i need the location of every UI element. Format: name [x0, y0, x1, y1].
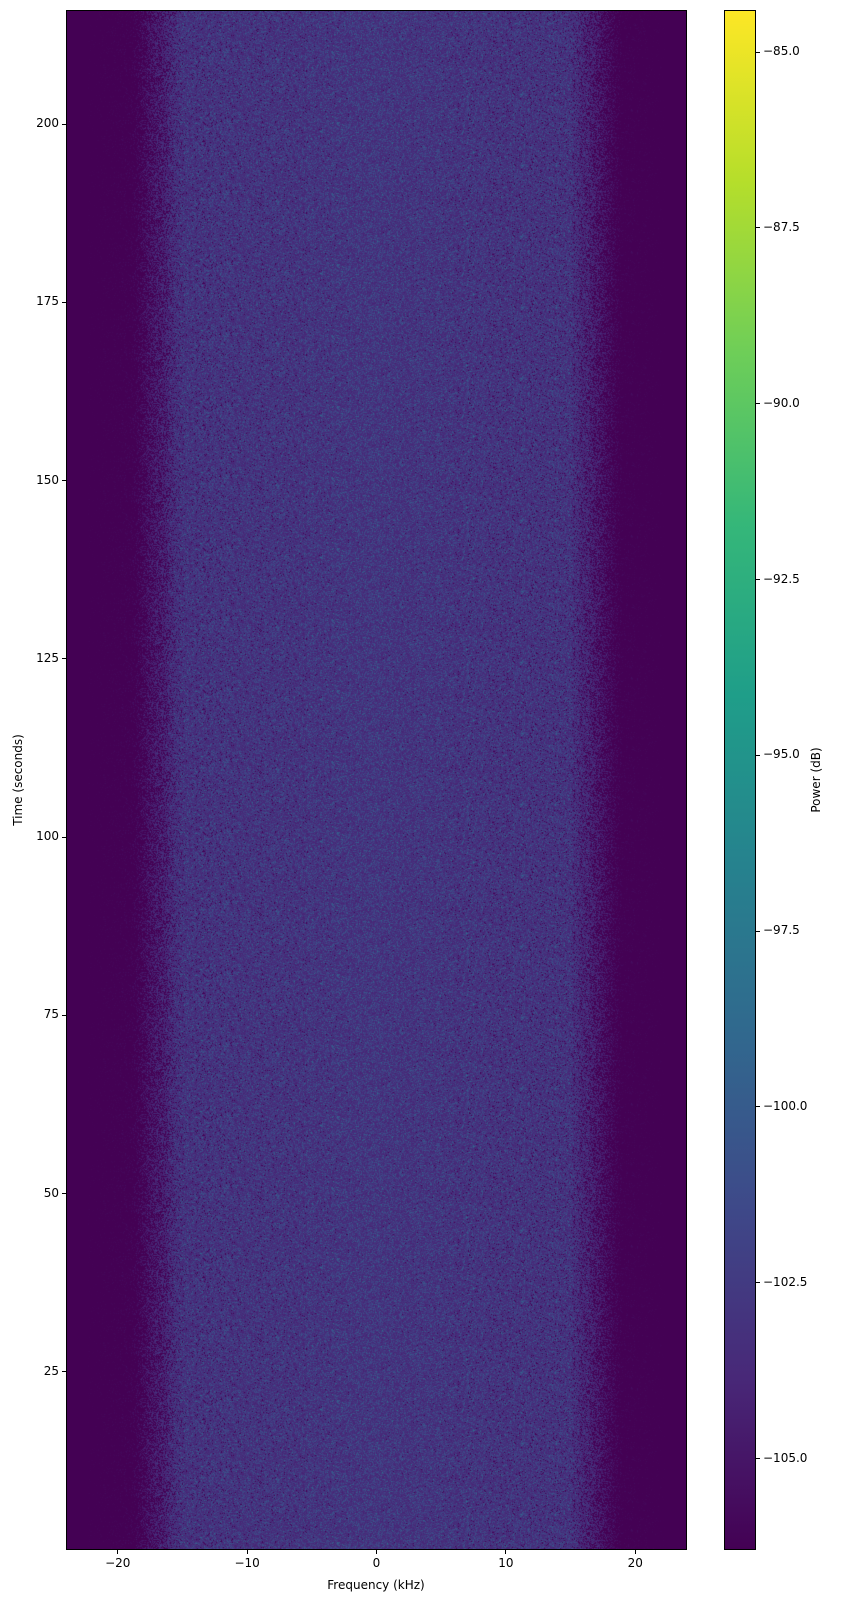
colorbar-tick [756, 1458, 760, 1460]
y-tick-label: 50 [43, 1185, 59, 1200]
spectrogram-heatmap [66, 10, 687, 1550]
y-tick-label: 100 [36, 829, 59, 844]
colorbar-tick [756, 579, 760, 581]
plot-frame [66, 10, 687, 1550]
colorbar-tick-label: −92.5 [763, 571, 800, 586]
colorbar-tick [756, 51, 760, 53]
y-tick [62, 1371, 66, 1373]
y-tick-label: 125 [36, 650, 59, 665]
x-tick-label: 10 [498, 1556, 514, 1570]
x-tick-label: 20 [627, 1556, 643, 1570]
x-tick-label: −20 [105, 1556, 131, 1570]
y-tick-label: 175 [36, 294, 59, 309]
colorbar-label: Power (dB) [809, 747, 823, 813]
colorbar-tick [756, 930, 760, 932]
colorbar-tick [756, 754, 760, 756]
colorbar-tick [756, 227, 760, 229]
x-tick-label: 0 [372, 1556, 381, 1570]
colorbar-tick-label: −90.0 [763, 395, 800, 410]
colorbar-tick-label: −87.5 [763, 219, 800, 234]
y-axis-label: Time (seconds) [11, 734, 25, 826]
y-tick-label: 75 [43, 1007, 59, 1022]
y-tick-label: 200 [36, 116, 59, 131]
colorbar-tick [756, 1282, 760, 1284]
y-tick [62, 1193, 66, 1195]
y-tick-label: 25 [43, 1363, 59, 1378]
colorbar-tick-label: −102.5 [763, 1274, 808, 1289]
x-tick [376, 1550, 377, 1554]
y-tick [62, 658, 66, 660]
y-tick [62, 1014, 66, 1016]
colorbar-tick-label: −85.0 [763, 44, 800, 59]
colorbar-tick-label: −105.0 [763, 1450, 808, 1465]
x-tick-label: −10 [234, 1556, 260, 1570]
y-tick [62, 480, 66, 482]
y-tick-label: 150 [36, 472, 59, 487]
y-tick [62, 123, 66, 125]
x-axis-label: Frequency (kHz) [327, 1578, 425, 1592]
y-tick [62, 836, 66, 838]
x-tick [117, 1550, 119, 1554]
x-tick [505, 1550, 507, 1554]
colorbar-tick-label: −100.0 [763, 1098, 808, 1113]
colorbar [724, 10, 756, 1550]
colorbar-tick [756, 1106, 760, 1108]
y-tick [62, 301, 66, 303]
colorbar-tick-label: −95.0 [763, 747, 800, 762]
x-tick [246, 1550, 248, 1554]
x-tick [634, 1550, 636, 1554]
colorbar-tick-label: −97.5 [763, 923, 800, 938]
colorbar-tick [756, 403, 760, 405]
